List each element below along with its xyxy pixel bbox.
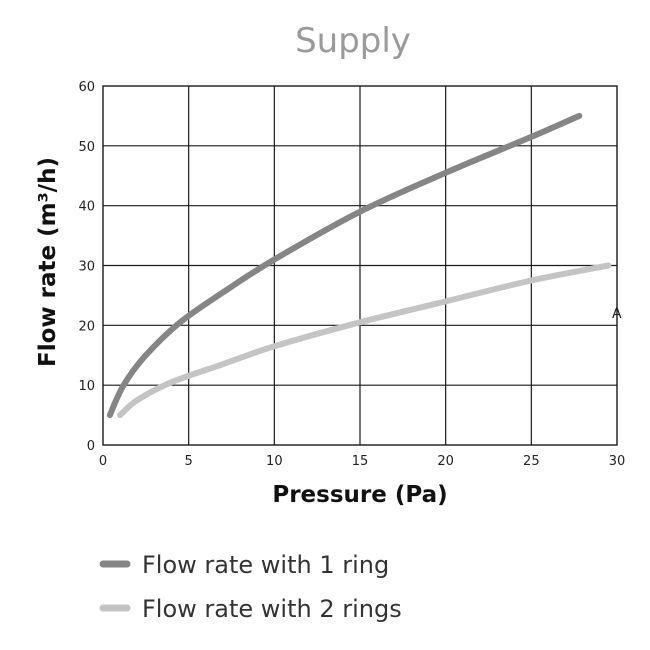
chart-title: Supply: [295, 21, 411, 61]
x-tick-label: 20: [437, 454, 454, 469]
x-tick-label: 5: [185, 454, 193, 469]
y-tick-label: 20: [78, 319, 95, 334]
annotation-label: A: [612, 306, 622, 322]
series-line-2: [117, 262, 612, 419]
x-tick-label: 30: [609, 454, 626, 469]
legend-label: Flow rate with 1 ring: [142, 551, 389, 579]
y-tick-label: 30: [78, 260, 95, 275]
legend: Flow rate with 1 ring Flow rate with 2 ri…: [99, 551, 402, 623]
y-axis-label: Flow rate (m³/h): [35, 157, 61, 367]
x-tick-label: 25: [523, 454, 540, 469]
x-axis-ticks: 0 5 10 15 20 25 30: [99, 454, 625, 469]
legend-label: Flow rate with 2 rings: [142, 595, 402, 623]
series-line-1: [106, 112, 583, 419]
x-tick-label: 15: [352, 454, 369, 469]
plot-frame: [102, 85, 618, 446]
x-tick-label: 0: [99, 454, 107, 469]
y-tick-label: 40: [78, 200, 95, 215]
y-tick-label: 50: [78, 140, 95, 155]
x-axis-label: Pressure (Pa): [272, 482, 447, 508]
y-tick-label: 0: [87, 439, 95, 454]
series-lines: [106, 112, 612, 419]
y-tick-label: 60: [78, 80, 95, 95]
x-tick-label: 10: [266, 454, 283, 469]
y-tick-label: 10: [78, 379, 95, 394]
grid: [102, 85, 618, 446]
y-axis-ticks: 0 10 20 30 40 50 60: [78, 80, 95, 454]
